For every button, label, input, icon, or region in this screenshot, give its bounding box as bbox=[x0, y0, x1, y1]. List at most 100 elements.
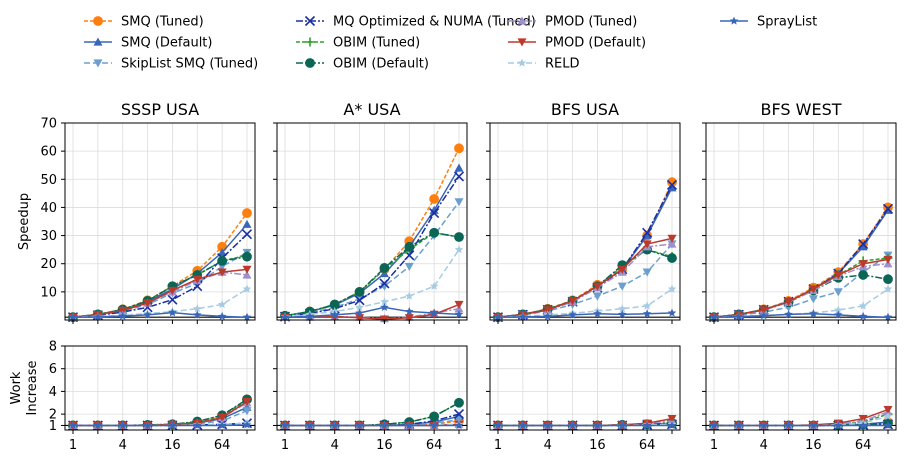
data-point bbox=[666, 179, 678, 190]
data-point bbox=[784, 309, 793, 319]
series-spraylist bbox=[493, 308, 677, 321]
data-point bbox=[617, 265, 627, 274]
data-point bbox=[404, 262, 414, 272]
data-point bbox=[192, 275, 202, 284]
series-spraylist bbox=[493, 420, 677, 430]
series-spraylist bbox=[68, 420, 252, 430]
legend: SMQ (Tuned) SMQ (Default) SkipList SMQ (Tu… bbox=[84, 15, 817, 72]
data-point bbox=[217, 420, 227, 430]
data-point bbox=[280, 420, 290, 430]
axes-frame bbox=[705, 345, 897, 431]
data-point bbox=[833, 288, 843, 297]
data-point bbox=[429, 281, 439, 290]
data-point bbox=[453, 171, 465, 182]
data-point bbox=[808, 285, 818, 294]
data-point bbox=[568, 297, 578, 306]
data-point bbox=[355, 308, 364, 317]
data-point bbox=[454, 309, 464, 319]
plot-area bbox=[490, 123, 680, 320]
data-point bbox=[667, 253, 677, 263]
data-point bbox=[242, 312, 252, 321]
data-point bbox=[168, 420, 177, 430]
data-point bbox=[759, 420, 768, 430]
panel-4: BFS WEST bbox=[702, 100, 897, 324]
data-point bbox=[642, 420, 652, 430]
panel-title: BFS USA bbox=[551, 100, 619, 119]
data-point bbox=[354, 295, 365, 306]
data-point bbox=[330, 310, 339, 319]
series-reld bbox=[280, 245, 464, 321]
data-point bbox=[242, 420, 252, 429]
data-point bbox=[808, 295, 818, 304]
data-point bbox=[168, 308, 177, 317]
legend-item-reld: RELD bbox=[508, 57, 580, 72]
x-tick-label: 16 bbox=[805, 438, 822, 453]
x-tick-label: 1 bbox=[69, 438, 77, 453]
legend-item-pmod-tuned: PMOD (Tuned) bbox=[508, 15, 637, 30]
data-point bbox=[453, 409, 465, 420]
legend-item-mq-optimized-numa-tuned: MQ Optimized & NUMA (Tuned) bbox=[296, 15, 536, 30]
data-point bbox=[167, 286, 177, 295]
x-tick-label: 64 bbox=[639, 438, 656, 453]
data-point bbox=[642, 268, 652, 277]
data-point bbox=[667, 234, 677, 243]
series-line bbox=[497, 312, 673, 318]
data-point bbox=[93, 420, 103, 430]
data-point bbox=[379, 263, 390, 273]
data-point bbox=[454, 232, 464, 242]
data-point bbox=[833, 271, 843, 280]
panel-5: 1 4 16 64 12 4 6 8 WorkIncrease bbox=[9, 340, 256, 453]
y-axis-label: WorkIncrease bbox=[9, 360, 40, 415]
data-point bbox=[405, 307, 414, 316]
y-tick-label: 1 bbox=[49, 419, 57, 434]
data-point bbox=[454, 300, 464, 310]
data-point bbox=[642, 301, 652, 310]
data-point bbox=[618, 309, 627, 319]
axes-frame bbox=[64, 345, 256, 431]
y-tick-label: 30 bbox=[40, 229, 57, 244]
y-tick-label: 4 bbox=[49, 385, 57, 400]
x-tick-label: 1 bbox=[494, 438, 502, 453]
data-point bbox=[734, 312, 744, 321]
series-line bbox=[73, 424, 248, 427]
data-point bbox=[217, 311, 227, 320]
legend-item-obim-tuned: OBIM (Tuned) bbox=[296, 36, 420, 51]
data-point bbox=[883, 411, 893, 421]
y-tick-label: 10 bbox=[40, 285, 57, 300]
series-line bbox=[72, 311, 248, 318]
data-point bbox=[858, 301, 868, 310]
x-tick-label: 4 bbox=[331, 438, 339, 453]
data-point bbox=[642, 240, 652, 249]
series-line bbox=[72, 268, 248, 318]
panel-title: SSSP USA bbox=[121, 100, 199, 119]
data-point bbox=[454, 198, 464, 207]
data-point bbox=[454, 420, 464, 430]
data-point bbox=[858, 260, 868, 269]
plot-area bbox=[277, 123, 467, 320]
y-tick-label: 6 bbox=[49, 362, 57, 377]
data-point bbox=[883, 274, 893, 285]
data-point bbox=[784, 298, 794, 307]
data-point bbox=[355, 302, 364, 311]
legend-label: SMQ (Default) bbox=[121, 36, 212, 51]
x-tick-label: 4 bbox=[760, 438, 768, 453]
y-tick-label: 20 bbox=[40, 257, 57, 272]
x-tick-label: 4 bbox=[544, 438, 552, 453]
data-point bbox=[568, 310, 577, 319]
legend-item-skiplist-smq-tuned: SkipList SMQ (Tuned) bbox=[84, 57, 258, 72]
data-point bbox=[518, 312, 528, 321]
data-point bbox=[883, 284, 893, 293]
data-point bbox=[217, 247, 227, 257]
legend-marker bbox=[729, 16, 739, 25]
legend-marker bbox=[93, 16, 103, 26]
series-line bbox=[284, 306, 460, 318]
data-point bbox=[429, 420, 439, 430]
data-point bbox=[305, 311, 315, 320]
y-tick-label: 60 bbox=[40, 145, 57, 160]
data-point bbox=[217, 300, 227, 309]
data-point bbox=[858, 242, 868, 251]
data-point bbox=[379, 278, 390, 289]
data-point bbox=[784, 420, 793, 430]
legend-label: PMOD (Default) bbox=[545, 36, 646, 51]
data-point bbox=[167, 294, 178, 305]
